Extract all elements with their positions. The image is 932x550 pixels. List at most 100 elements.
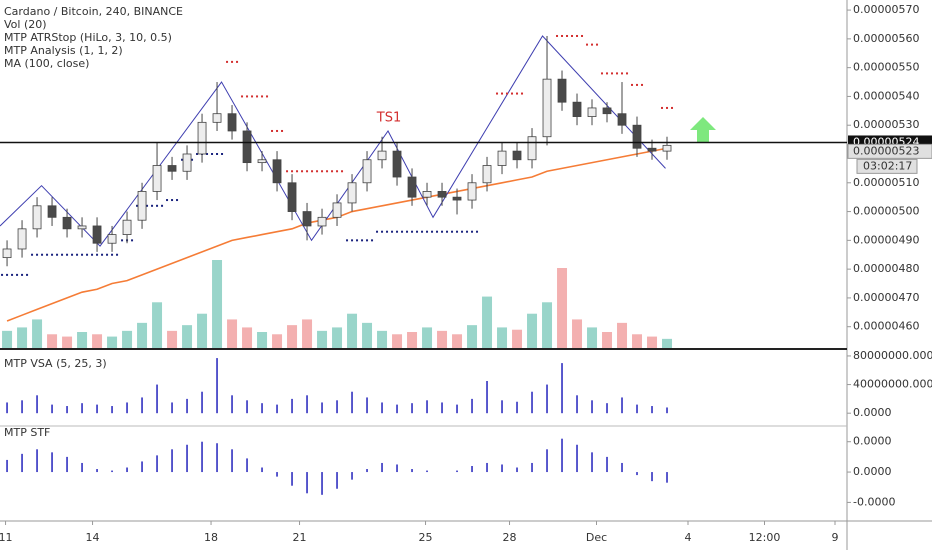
atr-stop-dot bbox=[306, 170, 309, 173]
atr-stop-dot bbox=[576, 34, 579, 37]
atr-stop-dot bbox=[6, 273, 9, 276]
volume-bar bbox=[272, 334, 283, 348]
atr-stop-dot bbox=[71, 253, 74, 256]
atr-stop-dot bbox=[516, 92, 519, 95]
candle-body bbox=[527, 136, 537, 161]
candle-body bbox=[572, 101, 582, 117]
atr-stop-dot bbox=[556, 34, 559, 37]
candle-body bbox=[392, 150, 402, 178]
candle-body bbox=[182, 153, 192, 172]
atr-stop-dot bbox=[261, 95, 264, 98]
candle-body bbox=[437, 191, 447, 198]
candle-body bbox=[92, 225, 102, 244]
volume-bar bbox=[227, 319, 238, 348]
atr-stop-dot bbox=[111, 253, 114, 256]
volume-bar bbox=[662, 338, 673, 348]
volume-bar bbox=[437, 330, 448, 348]
atr-stop-dot bbox=[301, 170, 304, 173]
y-tick-label: 0.00000480 bbox=[853, 262, 919, 275]
atr-stop-dot bbox=[506, 92, 509, 95]
atr-stop-dot bbox=[626, 72, 629, 75]
volume-bar bbox=[512, 329, 523, 348]
legend-entry: MTP ATRStop (HiLo, 3, 10, 0.5) bbox=[4, 31, 172, 44]
last-price-label: 0.00000523 bbox=[853, 144, 919, 157]
candle-body bbox=[197, 121, 207, 155]
candle-body bbox=[272, 159, 282, 184]
atr-stop-dot bbox=[461, 230, 464, 233]
atr-stop-dot bbox=[321, 170, 324, 173]
candle-body bbox=[32, 205, 42, 230]
atr-stop-dot bbox=[591, 43, 594, 46]
atr-stop-dot bbox=[106, 253, 109, 256]
atr-stop-dot bbox=[101, 253, 104, 256]
candle-body bbox=[347, 182, 357, 204]
candle-body bbox=[482, 165, 492, 184]
volume-bar bbox=[107, 336, 118, 348]
atr-stop-dot bbox=[241, 95, 244, 98]
atr-stop-dot bbox=[581, 34, 584, 37]
candle-body bbox=[2, 248, 12, 259]
atr-stop-dot bbox=[31, 253, 34, 256]
atr-stop-dot bbox=[256, 95, 259, 98]
volume-bar bbox=[482, 296, 493, 348]
atr-stop-dot bbox=[171, 199, 174, 202]
atr-stop-dot bbox=[91, 253, 94, 256]
volume-bar bbox=[137, 322, 148, 348]
atr-stop-dot bbox=[571, 34, 574, 37]
atr-stop-dot bbox=[391, 230, 394, 233]
candle-body bbox=[362, 159, 372, 184]
volume-bar bbox=[122, 330, 133, 348]
atr-stop-dot bbox=[146, 204, 149, 207]
volume-bar bbox=[287, 325, 298, 348]
x-tick-label: 25 bbox=[419, 531, 433, 544]
atr-stop-dot bbox=[371, 239, 374, 242]
candle-body bbox=[557, 78, 567, 103]
candle-body bbox=[212, 113, 222, 123]
candle-body bbox=[152, 165, 162, 192]
atr-stop-dot bbox=[466, 230, 469, 233]
atr-stop-dot bbox=[351, 239, 354, 242]
atr-stop-dot bbox=[41, 253, 44, 256]
candle-body bbox=[467, 182, 477, 201]
atr-stop-dot bbox=[66, 253, 69, 256]
atr-stop-dot bbox=[81, 253, 84, 256]
y-tick-label: 0.00000570 bbox=[853, 3, 919, 16]
x-tick-label: 14 bbox=[86, 531, 100, 544]
legend-entry: Vol (20) bbox=[4, 18, 47, 31]
volume-bar bbox=[242, 327, 253, 348]
x-tick-label: 28 bbox=[503, 531, 517, 544]
candle-body bbox=[257, 159, 267, 164]
atr-stop-dot bbox=[661, 106, 664, 109]
volume-bar bbox=[407, 332, 418, 348]
atr-stop-dot bbox=[116, 253, 119, 256]
atr-stop-dot bbox=[446, 230, 449, 233]
atr-stop-dot bbox=[161, 204, 164, 207]
y-tick-label: 0.0000 bbox=[853, 406, 892, 419]
atr-stop-dot bbox=[476, 230, 479, 233]
candle-body bbox=[227, 113, 237, 132]
atr-stop-dot bbox=[56, 253, 59, 256]
atr-stop-dot bbox=[641, 83, 644, 86]
y-tick-label: 0.0000 bbox=[853, 435, 892, 448]
atr-stop-dot bbox=[271, 129, 274, 132]
atr-stop-dot bbox=[326, 170, 329, 173]
volume-bar bbox=[152, 302, 163, 348]
volume-bar bbox=[317, 330, 328, 348]
y-tick-label: 0.0000 bbox=[853, 465, 892, 478]
atr-stop-dot bbox=[86, 253, 89, 256]
atr-stop-dot bbox=[26, 273, 29, 276]
candle-body bbox=[17, 228, 27, 250]
candle-body bbox=[107, 234, 117, 244]
candle-body bbox=[452, 196, 462, 201]
atr-stop-dot bbox=[96, 253, 99, 256]
y-tick-label: 0.00000530 bbox=[853, 118, 919, 131]
x-tick-label: 12:00 bbox=[749, 531, 781, 544]
candle-body bbox=[62, 216, 72, 230]
candle-body bbox=[407, 176, 417, 198]
atr-stop-dot bbox=[666, 106, 669, 109]
atr-stop-dot bbox=[416, 230, 419, 233]
pane-title: MTP STF bbox=[4, 426, 50, 439]
atr-stop-dot bbox=[431, 230, 434, 233]
